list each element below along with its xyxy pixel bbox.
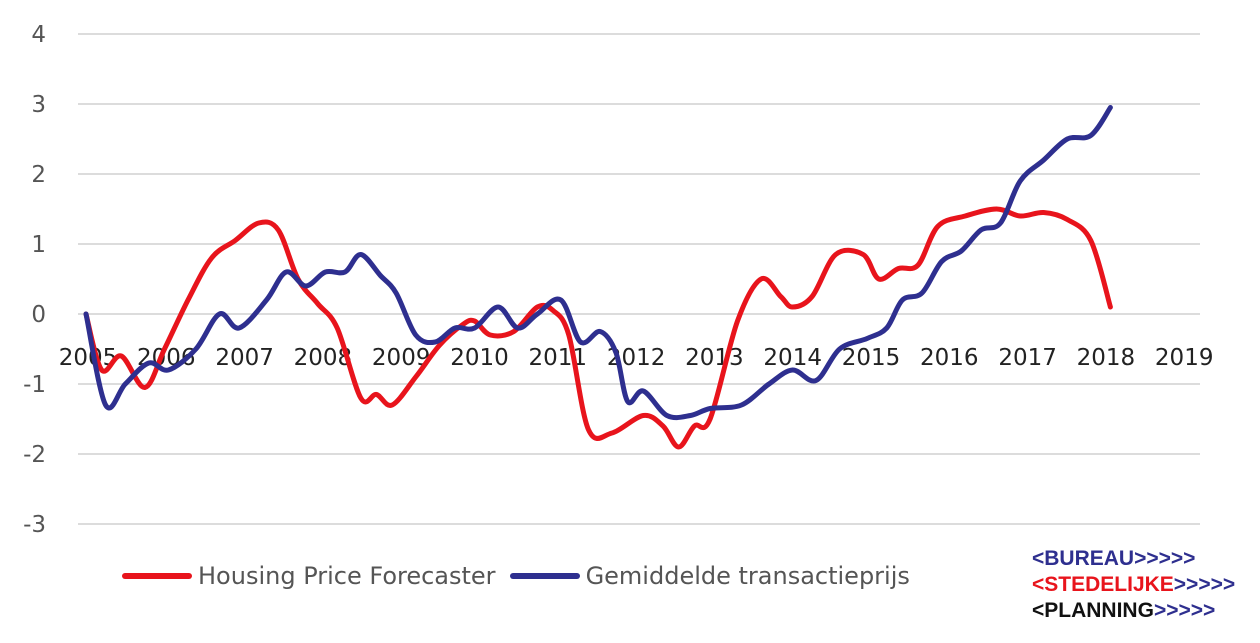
y-tick-label: -2: [23, 442, 46, 468]
y-tick-label: 4: [31, 22, 46, 48]
logo-arrows: >>>>>: [1153, 599, 1216, 622]
logo-chevron: <: [1032, 573, 1045, 596]
logo-arrows: >>>>>: [1173, 573, 1236, 596]
logo-line-bureau: < BUREAU >>>>>: [1032, 546, 1232, 572]
x-tick-label: 2014: [763, 345, 822, 371]
logo-chevron: <: [1032, 547, 1045, 570]
logo-word-bureau: BUREAU: [1044, 547, 1135, 570]
legend: Housing Price Forecaster Gemiddelde tran…: [122, 562, 924, 590]
logo-word-planning: PLANNING: [1044, 599, 1154, 622]
x-tick-label: 2016: [920, 345, 979, 371]
x-tick-label: 2010: [450, 345, 509, 371]
x-tick-label: 2013: [685, 345, 744, 371]
y-tick-label: -3: [23, 512, 46, 538]
x-tick-label: 2011: [529, 345, 588, 371]
bureau-stedelijke-planning-logo: < BUREAU >>>>> < STEDELIJKE >>>>> < PLAN…: [1032, 546, 1236, 624]
legend-label-transactieprijs: Gemiddelde transactieprijs: [585, 562, 910, 590]
x-tick-label: 2007: [215, 345, 274, 371]
x-axis-ticks: 2005 2006 2007 2008 2009 2010 2011 2012 2013 2014…: [59, 345, 1214, 371]
x-tick-label: 2015: [842, 345, 901, 371]
logo-line-stedelijke: < STEDELIJKE >>>>>: [1032, 572, 1236, 598]
logo-word-stedelijke: STEDELIJKE: [1044, 573, 1174, 596]
y-tick-label: 1: [31, 232, 46, 258]
x-tick-label: 2019: [1155, 345, 1214, 371]
x-tick-label: 2017: [998, 345, 1057, 371]
y-tick-label: 2: [31, 162, 46, 188]
legend-swatch-red: [122, 573, 192, 579]
x-tick-label: 2018: [1077, 345, 1136, 371]
y-tick-label: 0: [31, 302, 46, 328]
series-lines: [83, 105, 1113, 450]
y-axis-ticks: 4 3 2 1 0 -1 -2 -3: [23, 22, 46, 538]
grid-lines: [78, 33, 1200, 525]
series-line-housing-price-forecaster: [83, 206, 1113, 450]
logo-chevron: <: [1032, 599, 1045, 622]
legend-item-forecaster: Housing Price Forecaster: [122, 562, 496, 590]
y-tick-label: -1: [23, 372, 46, 398]
series-line-gemiddelde-transactieprijs: [83, 105, 1113, 421]
y-tick-label: 3: [31, 92, 46, 118]
legend-label-forecaster: Housing Price Forecaster: [198, 562, 496, 590]
logo-arrows: >>>>>: [1134, 547, 1196, 570]
legend-item-transactieprijs: Gemiddelde transactieprijs: [509, 562, 910, 590]
legend-swatch-blue: [509, 573, 580, 579]
logo-line-planning: < PLANNING >>>>>: [1032, 598, 1232, 624]
